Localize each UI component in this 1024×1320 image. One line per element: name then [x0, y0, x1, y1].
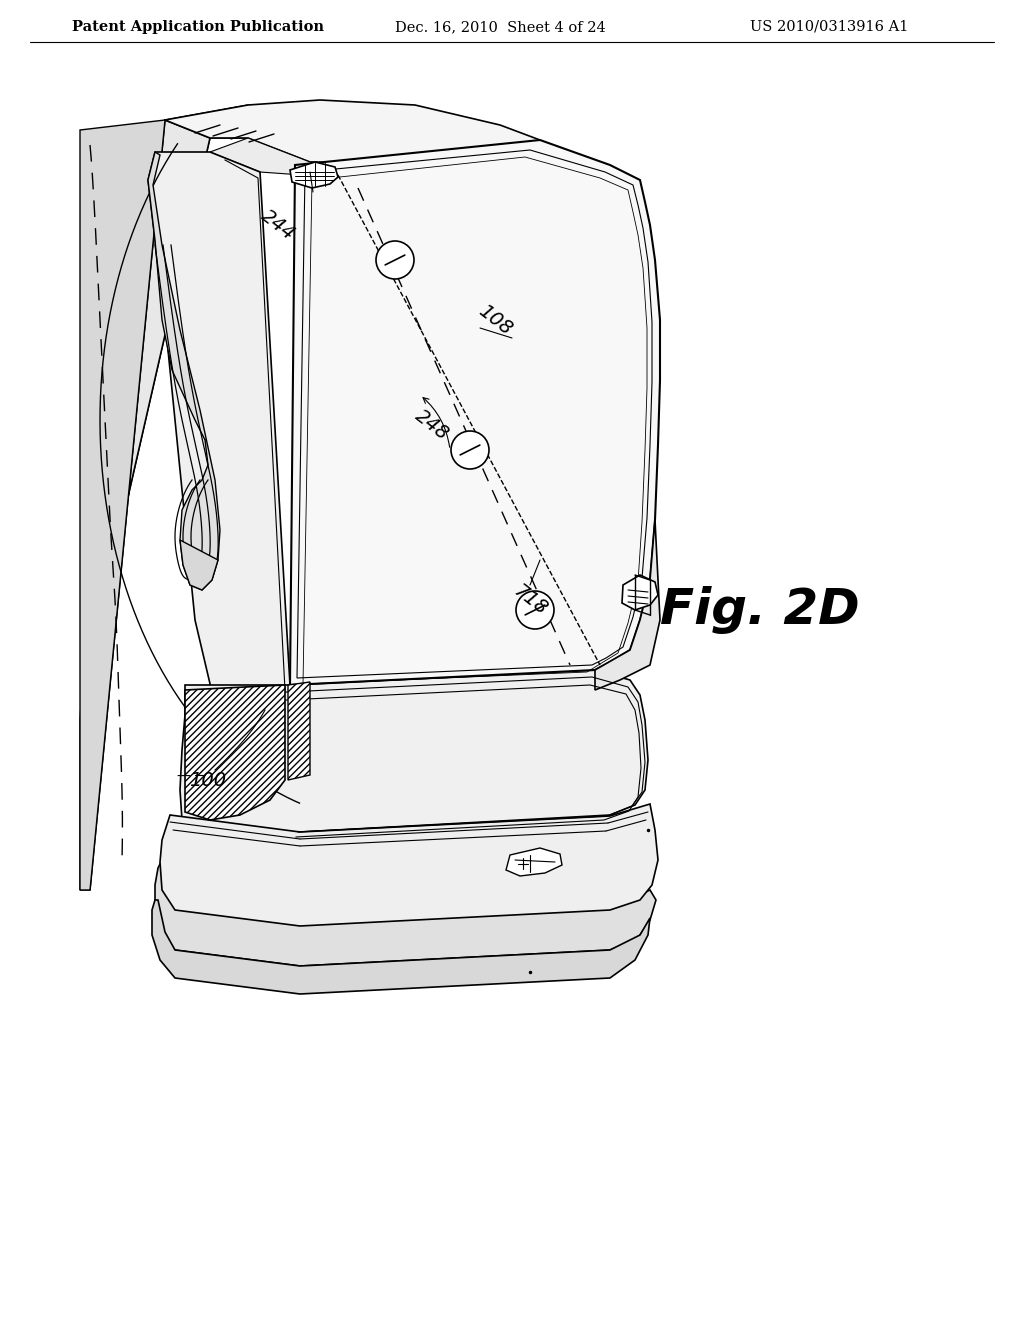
Polygon shape — [90, 120, 210, 890]
Polygon shape — [155, 861, 656, 966]
Polygon shape — [622, 576, 658, 610]
Polygon shape — [210, 139, 540, 177]
Polygon shape — [595, 520, 660, 690]
Polygon shape — [80, 106, 280, 890]
Text: Fig. 2D: Fig. 2D — [660, 586, 860, 634]
Text: 100: 100 — [189, 771, 226, 789]
Text: 718: 718 — [510, 581, 551, 619]
Polygon shape — [288, 682, 310, 780]
Circle shape — [451, 432, 489, 469]
Text: Dec. 16, 2010  Sheet 4 of 24: Dec. 16, 2010 Sheet 4 of 24 — [395, 20, 606, 34]
Text: US 2010/0313916 A1: US 2010/0313916 A1 — [750, 20, 908, 34]
Polygon shape — [148, 152, 220, 590]
Polygon shape — [290, 140, 660, 685]
Polygon shape — [290, 162, 338, 187]
Polygon shape — [180, 540, 218, 590]
Text: 108: 108 — [474, 301, 515, 339]
Polygon shape — [80, 120, 165, 890]
Polygon shape — [148, 152, 290, 705]
Text: —: — — [176, 770, 190, 784]
Text: 244: 244 — [257, 206, 298, 244]
Polygon shape — [185, 685, 285, 820]
Polygon shape — [165, 100, 540, 165]
Text: 248: 248 — [412, 407, 453, 444]
Polygon shape — [152, 900, 650, 994]
Text: Patent Application Publication: Patent Application Publication — [72, 20, 324, 34]
Polygon shape — [506, 847, 562, 876]
Polygon shape — [180, 671, 648, 836]
Polygon shape — [160, 804, 658, 927]
Circle shape — [516, 591, 554, 630]
Circle shape — [376, 242, 414, 279]
